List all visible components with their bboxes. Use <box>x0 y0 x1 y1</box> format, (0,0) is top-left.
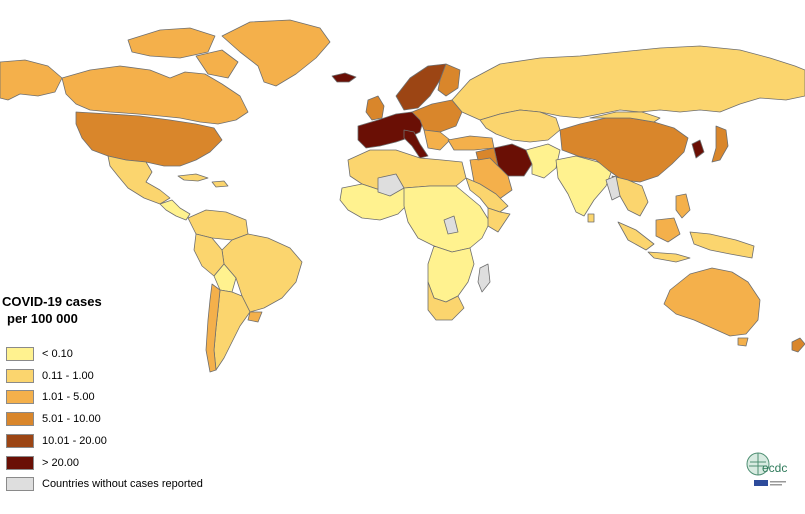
legend-title: COVID-19 cases per 100 000 <box>2 293 102 327</box>
legend-swatch <box>6 434 34 448</box>
region-mongolia <box>589 111 661 123</box>
region-finland <box>437 63 461 97</box>
region-baffin <box>195 49 239 79</box>
region-central-america <box>159 199 191 221</box>
region-south-africa <box>427 281 465 321</box>
region-india <box>555 155 613 217</box>
region-java <box>647 251 691 263</box>
region-bolivia <box>213 263 237 293</box>
region-mexico <box>107 155 171 205</box>
region-uruguay <box>247 311 263 323</box>
legend-item: 0.11 - 1.00 <box>6 369 266 386</box>
region-philippines <box>675 193 691 219</box>
region-sri-lanka <box>587 213 595 223</box>
legend-swatch <box>6 390 34 404</box>
region-eastern-europe <box>411 99 463 133</box>
region-hispaniola <box>211 180 229 188</box>
region-angola <box>443 215 459 235</box>
region-tasmania <box>737 337 749 347</box>
region-arctic-islands <box>127 27 216 59</box>
region-canada <box>61 65 249 125</box>
legend-item: 1.01 - 5.00 <box>6 390 266 407</box>
region-usa <box>75 111 223 167</box>
region-italy <box>403 129 429 159</box>
region-greenland <box>221 19 331 87</box>
region-north-africa <box>347 149 467 191</box>
legend-item: 10.01 - 20.00 <box>6 434 266 451</box>
region-australia <box>663 267 761 337</box>
region-central-asia <box>479 109 561 143</box>
region-new-zealand <box>791 337 805 353</box>
legend-title-line1: COVID-19 cases <box>2 294 102 309</box>
legend-label: 5.01 - 10.00 <box>42 413 101 425</box>
region-chile <box>205 283 221 373</box>
region-korea <box>691 139 705 159</box>
legend-item: > 20.00 <box>6 456 266 473</box>
legend-item: 5.01 - 10.00 <box>6 412 266 429</box>
region-cuba <box>177 173 209 182</box>
legend-swatch <box>6 347 34 361</box>
region-uk <box>365 95 385 121</box>
region-myanmar <box>605 175 621 201</box>
legend-title-line2: per 100 000 <box>7 311 78 326</box>
region-indonesia-east <box>689 231 755 259</box>
region-borneo <box>655 217 681 243</box>
legend-swatch <box>6 369 34 383</box>
region-southern-africa <box>427 245 475 303</box>
legend-item: < 0.10 <box>6 347 266 364</box>
legend-swatch <box>6 412 34 426</box>
legend-label: 10.01 - 20.00 <box>42 435 107 447</box>
region-japan <box>711 125 729 163</box>
ecdc-logo: ecdc <box>744 450 792 490</box>
region-indochina <box>611 175 649 217</box>
legend-label: > 20.00 <box>42 457 80 469</box>
legend-label: 0.11 - 1.00 <box>42 370 94 382</box>
region-alaska <box>0 59 63 101</box>
legend-swatch <box>6 456 34 470</box>
region-russia <box>451 45 805 121</box>
legend-label: Countries without cases reported <box>42 478 203 490</box>
legend-label: 1.01 - 5.00 <box>42 391 95 403</box>
legend-swatch <box>6 477 34 491</box>
region-turkey <box>447 135 495 151</box>
region-iraq <box>475 147 499 167</box>
legend-label: < 0.10 <box>42 348 73 360</box>
region-madagascar <box>477 263 491 293</box>
legend-item: Countries without cases reported <box>6 477 266 494</box>
region-balkans <box>423 129 451 151</box>
region-horn <box>487 207 511 233</box>
region-iceland <box>331 72 357 83</box>
region-indonesia-west <box>617 221 655 251</box>
region-afghanistan-pakistan <box>525 143 561 179</box>
logo-text: ecdc <box>762 461 787 475</box>
region-sahel <box>377 173 405 197</box>
